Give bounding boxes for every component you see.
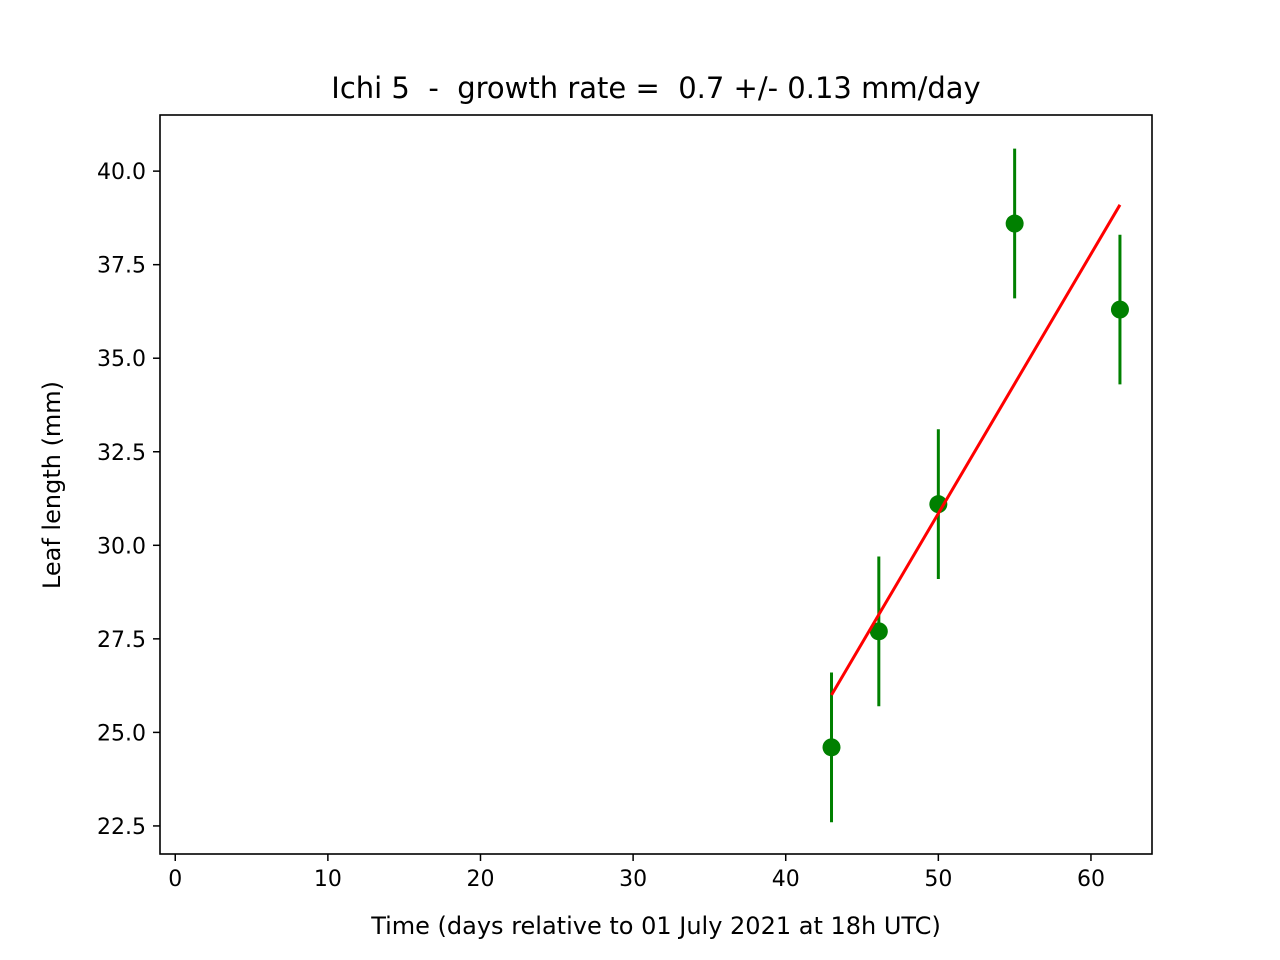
y-tick-label: 40.0: [97, 160, 146, 185]
axes-frame: [159, 114, 1153, 855]
x-tick-label: 30: [619, 867, 647, 892]
y-tick-label: 37.5: [97, 254, 146, 279]
x-axis-label: Time (days relative to 01 July 2021 at 1…: [370, 912, 941, 940]
y-tick-label: 22.5: [97, 815, 146, 840]
x-tick-label: 20: [466, 867, 494, 892]
x-tick-label: 0: [168, 867, 182, 892]
data-point: [869, 622, 888, 641]
x-tick-label: 10: [314, 867, 342, 892]
plot-area: 0 10 20 30 40 50 60 22.5 25.0 27.5 30.0 32.5 35.0 37.…: [97, 114, 1153, 892]
y-tick-label: 30.0: [97, 534, 146, 559]
y-tick-label: 27.5: [97, 628, 146, 653]
y-axis-label: Leaf length (mm): [38, 381, 66, 589]
chart-title: Ichi 5 - growth rate = 0.7 +/- 0.13 mm/d…: [331, 71, 980, 105]
y-tick-label: 35.0: [97, 347, 146, 372]
x-tick-label: 40: [772, 867, 800, 892]
x-tick-label: 60: [1077, 867, 1105, 892]
x-tick-label: 50: [924, 867, 952, 892]
y-tick-label: 32.5: [97, 441, 146, 466]
fit-line: [830, 204, 1122, 696]
data-point: [822, 738, 841, 757]
data-point: [1005, 214, 1024, 233]
data-point: [1110, 300, 1129, 319]
y-tick-label: 25.0: [97, 721, 146, 746]
